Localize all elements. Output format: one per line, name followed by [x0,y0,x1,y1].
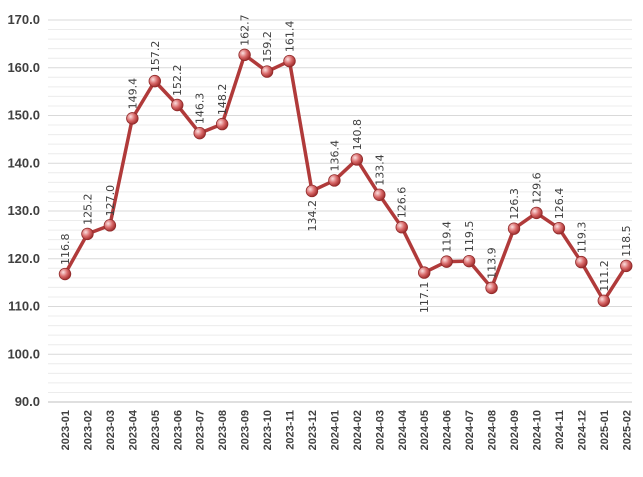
y-tick-label: 100.0 [7,346,40,361]
data-label: 116.8 [59,234,72,266]
x-tick-label: 2024-07 [464,410,476,450]
data-point [395,221,408,234]
x-tick-label: 2023-03 [105,410,117,450]
x-tick-label: 2023-09 [240,410,252,450]
data-label: 126.4 [553,188,566,220]
data-point [418,266,431,279]
gridlines [48,19,632,403]
x-tick-label: 2023-07 [195,410,207,450]
data-point [485,281,498,295]
data-label: 111.2 [598,260,611,292]
data-point [462,254,476,268]
y-tick-label: 140.0 [7,155,40,170]
x-tick-label: 2023-10 [262,410,274,450]
y-tick-label: 120.0 [7,251,40,266]
data-label: 129.6 [530,172,543,204]
x-tick-label: 2024-05 [419,410,431,450]
x-tick-label: 2023-02 [82,410,94,450]
x-tick-label: 2024-02 [352,410,364,450]
data-label: 140.8 [351,119,364,151]
y-tick-label: 170.0 [7,12,40,27]
data-label: 148.2 [216,84,229,116]
x-tick-label: 2023-12 [307,410,319,450]
data-point [103,219,117,232]
data-labels: 116.8 125.2 127.0 149.4 157.2 152.2 146.3 148.2… [59,14,633,313]
y-tick-label: 150.0 [7,108,40,123]
data-label: 119.5 [463,221,476,253]
data-point [373,188,386,201]
data-point [283,54,296,68]
data-label: 134.2 [306,200,319,232]
y-tick-label: 110.0 [8,299,40,314]
data-label: 146.3 [194,93,207,125]
data-point [171,98,184,112]
data-point [126,112,139,125]
data-point [440,255,453,268]
data-point [58,267,72,281]
data-point [350,153,364,166]
y-axis: 90.0 100.0 110.0 120.0 130.0 140.0 150.0 160.0 1… [7,12,40,409]
x-tick-label: 2023-06 [172,410,184,450]
data-label: 126.3 [508,188,521,220]
data-point [507,222,521,235]
x-tick-label: 2024-04 [397,409,409,450]
data-point [238,48,251,62]
data-point [193,126,206,140]
x-tick-label: 2024-11 [554,410,566,450]
data-label: 157.2 [149,41,162,73]
x-tick-label: 2024-01 [329,410,341,450]
y-tick-label: 130.0 [7,203,40,218]
data-label: 133.4 [373,154,386,186]
data-point [597,294,611,307]
data-label: 117.1 [418,282,431,314]
data-point [260,65,274,78]
x-tick-label: 2024-08 [487,410,499,450]
x-tick-label: 2024-03 [374,410,386,450]
data-label: 119.4 [441,221,454,253]
x-tick-label: 2023-08 [217,410,229,450]
data-label: 161.4 [284,21,297,53]
y-tick-label: 90.0 [15,394,40,409]
data-point [575,255,588,269]
data-label: 119.3 [575,222,588,254]
data-label: 118.5 [620,225,633,257]
data-point [530,206,543,220]
x-tick-label: 2025-01 [599,410,611,450]
data-point [81,227,94,241]
y-tick-label: 160.0 [7,60,40,75]
x-tick-label: 2023-11 [285,410,297,450]
x-tick-label: 2024-06 [442,410,454,450]
data-label: 136.4 [328,140,341,172]
data-label: 162.7 [239,14,252,46]
data-point [305,184,319,198]
x-tick-label: 2023-04 [127,409,139,450]
data-label: 126.6 [396,187,409,219]
data-point [328,174,341,187]
data-label: 113.9 [486,247,499,279]
x-tick-label: 2025-02 [621,410,633,450]
data-label: 149.4 [126,78,139,110]
x-tick-label: 2024-12 [576,410,588,450]
data-label: 127.0 [104,185,117,216]
x-axis: 2023-01 2023-02 2023-03 2023-04 2023-05 2023-… [48,401,633,450]
series-markers [58,48,633,307]
x-tick-label: 2023-05 [150,410,162,450]
data-point [552,221,566,235]
data-label: 159.2 [261,31,274,63]
data-point [215,117,229,131]
data-label: 152.2 [171,64,184,96]
data-label: 125.2 [81,193,94,225]
x-tick-label: 2024-09 [509,410,521,450]
x-tick-label: 2024-10 [531,410,543,450]
data-point [620,259,633,273]
x-tick-label: 2023-01 [60,410,72,450]
data-point [148,74,162,88]
